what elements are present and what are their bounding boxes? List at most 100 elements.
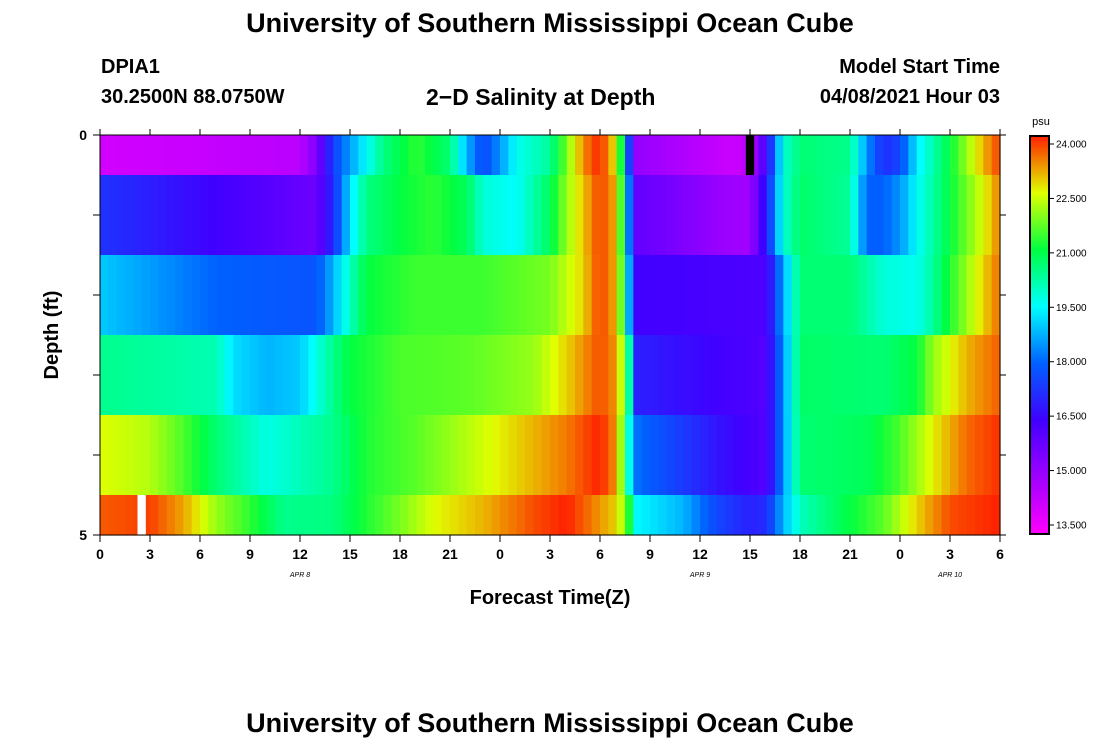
- heatmap-cell: [191, 255, 201, 336]
- heatmap-cell: [333, 255, 343, 336]
- heatmap-cell: [766, 255, 776, 336]
- heatmap-cell: [716, 135, 726, 176]
- heatmap-cell: [358, 175, 368, 256]
- heatmap-cell: [216, 495, 226, 536]
- heatmap-cell: [816, 255, 826, 336]
- heatmap-cell: [508, 495, 518, 536]
- colorbar-tick-label: 19.500: [1056, 303, 1087, 314]
- heatmap-cell: [300, 335, 309, 416]
- heatmap-cell: [941, 255, 951, 336]
- heatmap-cell: [316, 415, 326, 496]
- heatmap-cell: [625, 415, 634, 496]
- heatmap-cell: [275, 255, 284, 336]
- heatmap-cell: [700, 415, 709, 496]
- heatmap-cell: [650, 495, 659, 536]
- heatmap-cell: [258, 495, 268, 536]
- heatmap-cell: [550, 415, 559, 496]
- heatmap-cell: [558, 255, 568, 336]
- heatmap-cell: [233, 135, 243, 176]
- heatmap-cell: [225, 495, 234, 536]
- colorbar-unit: psu: [1032, 116, 1050, 128]
- heatmap-cell: [158, 415, 168, 496]
- heatmap-cell: [125, 495, 134, 536]
- heatmap-cell: [666, 495, 676, 536]
- heatmap-cell: [558, 175, 568, 256]
- heatmap-cell: [891, 415, 901, 496]
- heatmap-cell: [908, 335, 918, 416]
- heatmap-cell: [858, 415, 868, 496]
- heatmap-cell: [733, 135, 743, 176]
- heatmap-cell: [983, 335, 993, 416]
- heatmap-cell: [900, 495, 909, 536]
- heatmap-cell: [908, 135, 918, 176]
- heatmap-cell: [441, 415, 451, 496]
- heatmap-cell: [958, 255, 968, 336]
- heatmap-cell: [200, 175, 209, 256]
- heatmap-cell: [991, 135, 1001, 176]
- figure-title: University of Southern Mississippi Ocean…: [246, 8, 854, 38]
- heatmap-cell: [900, 135, 909, 176]
- heatmap-cell: [241, 175, 251, 256]
- heatmap-cell: [750, 415, 759, 496]
- heatmap-cell: [583, 415, 593, 496]
- footer-title: University of Southern Mississippi Ocean…: [246, 708, 854, 738]
- heatmap-cell: [450, 415, 459, 496]
- heatmap-cell: [375, 335, 384, 416]
- heatmap-cell: [391, 175, 401, 256]
- heatmap-cell: [600, 415, 609, 496]
- heatmap-cell: [658, 255, 668, 336]
- heatmap-cell: [283, 335, 293, 416]
- heatmap-cell: [708, 255, 718, 336]
- heatmap-cell: [708, 335, 718, 416]
- heatmap-cell: [783, 335, 793, 416]
- heatmap-cell: [591, 335, 601, 416]
- heatmap-cell: [691, 135, 701, 176]
- heatmap-cell: [475, 495, 484, 536]
- heatmap-cell: [841, 175, 851, 256]
- heatmap-cell: [966, 175, 976, 256]
- heatmap-cell: [483, 135, 493, 176]
- heatmap-cell: [358, 415, 368, 496]
- heatmap-cell: [166, 335, 176, 416]
- heatmap-cell: [600, 175, 609, 256]
- heatmap-cell: [616, 495, 626, 536]
- heatmap-cell: [541, 255, 551, 336]
- heatmap-cell: [625, 335, 634, 416]
- heatmap-cell: [841, 255, 851, 336]
- heatmap-cell: [100, 415, 109, 496]
- heatmap-cell: [558, 495, 568, 536]
- heatmap-cell: [100, 255, 109, 336]
- heatmap-cell: [158, 335, 168, 416]
- heatmap-cell: [691, 415, 701, 496]
- heatmap-cell: [433, 255, 443, 336]
- heatmap-cell: [541, 415, 551, 496]
- heatmap-cell: [325, 415, 334, 496]
- heatmap-cell: [683, 415, 693, 496]
- heatmap-cell: [241, 335, 251, 416]
- heatmap-cell: [391, 335, 401, 416]
- colorbar-tick-label: 13.500: [1056, 521, 1087, 532]
- heatmap-cell: [316, 175, 326, 256]
- heatmap-cell: [750, 175, 759, 256]
- heatmap-cell: [958, 415, 968, 496]
- heatmap-cell: [625, 255, 634, 336]
- heatmap-cell: [316, 495, 326, 536]
- heatmap-cell: [225, 415, 234, 496]
- heatmap-cell: [225, 175, 234, 256]
- heatmap-cell: [908, 255, 918, 336]
- heatmap-cell: [125, 415, 134, 496]
- heatmap-cell: [275, 415, 284, 496]
- heatmap-cell: [816, 335, 826, 416]
- heatmap-cell: [641, 335, 651, 416]
- heatmap-cell: [850, 495, 859, 536]
- heatmap-cell: [200, 255, 209, 336]
- heatmap-cell: [900, 255, 909, 336]
- chart-title: 2−D Salinity at Depth: [426, 84, 656, 110]
- heatmap-cell: [408, 415, 418, 496]
- heatmap-cell: [891, 175, 901, 256]
- heatmap-cell: [950, 135, 959, 176]
- heatmap-cell: [183, 495, 193, 536]
- heatmap-cell: [541, 175, 551, 256]
- heatmap-cell: [183, 175, 193, 256]
